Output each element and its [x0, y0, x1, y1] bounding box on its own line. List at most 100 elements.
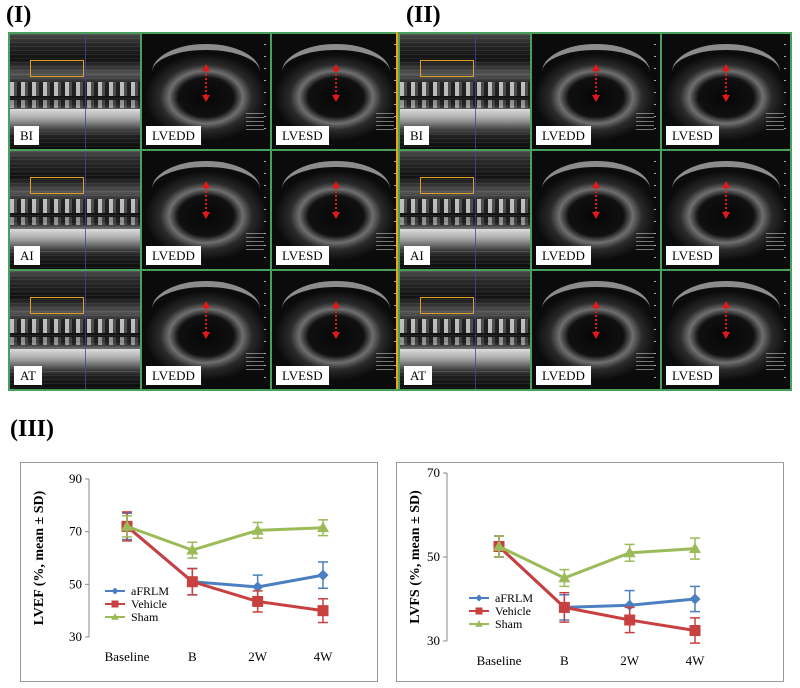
- group-II-mmode-image: AI: [400, 151, 530, 269]
- image-tag: LVESD: [276, 246, 329, 265]
- series-line-vehicle: [126, 525, 324, 613]
- legend-label-vehicle: Vehicle: [131, 597, 167, 611]
- x-tick-label: 2W: [248, 649, 268, 664]
- data-point: [120, 520, 134, 531]
- diameter-arrow-icon: [332, 64, 340, 102]
- x-tick-label: 4W: [686, 653, 706, 668]
- legend-marker: [111, 613, 119, 620]
- group-I-bmode-image: LVESD: [272, 271, 400, 389]
- image-tag: LVEDD: [536, 126, 591, 145]
- echo-grid-I: BI LVEDD LVESD AI LVEDD LVESD AT LVEDD LVESD: [8, 32, 402, 391]
- image-tag: LVESD: [666, 246, 719, 265]
- legend-label-afrlm: aFRLM: [131, 584, 169, 598]
- diameter-arrow-icon: [202, 301, 210, 339]
- group-II-bmode-image: LVEDD: [532, 271, 660, 389]
- image-tag: AI: [14, 246, 40, 265]
- diameter-arrow-icon: [202, 181, 210, 219]
- image-tag: AI: [404, 246, 430, 265]
- legend-marker: [475, 620, 483, 627]
- panel-label-III: (III): [10, 416, 55, 442]
- y-tick-label: 70: [427, 465, 440, 480]
- data-point: [316, 521, 330, 533]
- data-point: [689, 625, 701, 636]
- diameter-arrow-icon: [722, 181, 730, 219]
- image-tag: BI: [14, 126, 39, 145]
- sample-region-box: [30, 60, 84, 77]
- group-I-mmode-image: BI: [10, 34, 140, 149]
- legend-marker: [111, 587, 119, 595]
- data-point: [689, 593, 701, 605]
- lvfs-chart-frame: LVFS (%, mean ± SD) 30 50 70 Baseline B 2W 4W aF…: [396, 462, 784, 682]
- legend-marker: [475, 607, 483, 615]
- data-point: [252, 581, 264, 593]
- image-tag: BI: [404, 126, 429, 145]
- series-line-sham: [126, 524, 324, 552]
- panel-label-II: (II): [406, 2, 441, 28]
- y-tick-label: 50: [427, 549, 440, 564]
- group-II-bmode-image: LVESD: [662, 34, 790, 149]
- sample-region-box: [420, 297, 474, 314]
- x-tick-label: B: [188, 649, 197, 664]
- legend-label-sham: Sham: [131, 610, 159, 624]
- image-tag: LVESD: [276, 366, 329, 385]
- image-tag: AT: [404, 366, 432, 385]
- sample-region-box: [30, 177, 84, 194]
- image-tag: LVESD: [276, 126, 329, 145]
- x-tick-label: Baseline: [477, 653, 522, 668]
- image-tag: AT: [14, 366, 42, 385]
- data-point: [492, 540, 506, 551]
- legend-marker: [111, 600, 119, 608]
- data-point: [252, 595, 264, 607]
- x-tick-label: Baseline: [105, 649, 150, 664]
- group-I-mmode-image: AT: [10, 271, 140, 389]
- data-point: [688, 542, 702, 553]
- group-II-mmode-image: BI: [400, 34, 530, 149]
- image-tag: LVEDD: [146, 246, 201, 265]
- lvef-chart: LVEF (%, mean ± SD) 30 50 70 90 Baseline B 2W 4W…: [32, 471, 334, 664]
- y-tick-label: 50: [69, 576, 82, 591]
- data-point: [317, 569, 329, 581]
- sample-region-box: [30, 297, 84, 314]
- image-tag: LVESD: [666, 126, 719, 145]
- x-tick-label: 4W: [314, 649, 334, 664]
- data-point: [317, 605, 329, 617]
- series-line-sham: [498, 545, 696, 580]
- image-tag: LVEDD: [536, 246, 591, 265]
- y-axis-label: LVEF (%, mean ± SD): [32, 490, 47, 625]
- data-point: [186, 576, 198, 588]
- lvef-chart-frame: LVEF (%, mean ± SD) 30 50 70 90 Baseline B 2W 4W…: [20, 462, 378, 682]
- group-II-bmode-image: LVESD: [662, 271, 790, 389]
- diameter-arrow-icon: [592, 301, 600, 339]
- group-I-mmode-image: AI: [10, 151, 140, 269]
- y-tick-label: 90: [69, 471, 82, 486]
- image-tag: LVEDD: [146, 366, 201, 385]
- y-tick-label: 70: [69, 524, 82, 539]
- diameter-arrow-icon: [592, 64, 600, 102]
- sample-region-box: [420, 60, 474, 77]
- diameter-arrow-icon: [202, 64, 210, 102]
- diameter-arrow-icon: [722, 64, 730, 102]
- group-I-bmode-image: LVEDD: [142, 34, 270, 149]
- echo-grid-II: BI LVEDD LVESD AI LVEDD LVESD AT LVEDD LVESD: [398, 32, 792, 391]
- group-I-bmode-image: LVESD: [272, 151, 400, 269]
- group-II-bmode-image: LVEDD: [532, 34, 660, 149]
- diameter-arrow-icon: [722, 301, 730, 339]
- group-I-bmode-image: LVEDD: [142, 271, 270, 389]
- x-tick-label: B: [560, 653, 569, 668]
- data-point: [558, 571, 571, 583]
- y-tick-label: 30: [427, 633, 440, 648]
- group-I-bmode-image: LVESD: [272, 34, 400, 149]
- legend-marker: [475, 594, 483, 602]
- image-tag: LVEDD: [536, 366, 591, 385]
- lvfs-chart: LVFS (%, mean ± SD) 30 50 70 Baseline B 2W 4W aF…: [408, 465, 706, 668]
- data-point: [558, 601, 570, 613]
- data-point: [623, 546, 636, 558]
- data-point: [624, 614, 636, 626]
- y-axis-label: LVFS (%, mean ± SD): [408, 490, 423, 624]
- data-point: [186, 544, 199, 555]
- group-II-mmode-image: AT: [400, 271, 530, 389]
- image-tag: LVEDD: [146, 126, 201, 145]
- panel-label-I: (I): [6, 2, 32, 28]
- series-line-vehicle: [497, 545, 696, 632]
- y-tick-label: 30: [69, 629, 82, 644]
